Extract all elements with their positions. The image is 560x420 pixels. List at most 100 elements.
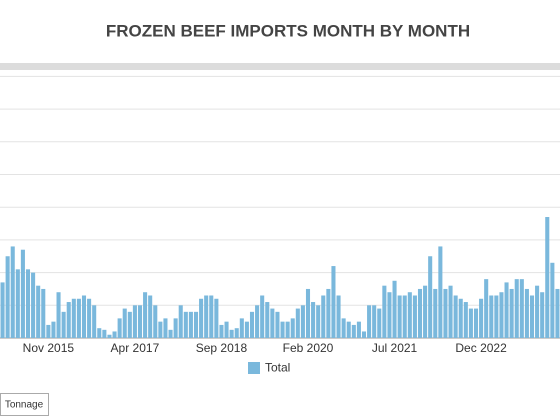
bar <box>443 288 448 338</box>
bar <box>163 318 168 338</box>
bar <box>71 298 76 338</box>
bar <box>402 295 407 338</box>
bar <box>5 256 10 338</box>
bar <box>555 288 560 338</box>
bar <box>540 292 545 338</box>
bar <box>285 321 290 338</box>
bar <box>458 298 463 338</box>
bar <box>433 288 438 338</box>
bar <box>494 295 499 338</box>
bar <box>346 321 351 338</box>
bar <box>280 321 285 338</box>
bar <box>143 292 148 338</box>
button-box[interactable] <box>0 393 49 416</box>
bar <box>387 292 392 338</box>
bar <box>423 285 428 338</box>
bar <box>529 295 535 338</box>
bar <box>56 292 61 338</box>
bar <box>158 321 163 338</box>
bar <box>316 305 321 338</box>
bar <box>224 321 229 338</box>
bar <box>545 217 550 338</box>
bar <box>377 308 382 338</box>
bar <box>112 331 117 338</box>
bar <box>489 295 494 338</box>
bar <box>331 266 336 338</box>
legend-swatch[interactable] <box>248 362 260 374</box>
bar <box>519 279 524 338</box>
x-tick-label: Jul 2021 <box>372 341 418 355</box>
bar <box>428 256 433 338</box>
x-tick-label: Apr 2017 <box>111 341 160 355</box>
bar <box>295 308 300 338</box>
bar <box>260 295 265 338</box>
bar <box>509 288 514 338</box>
bar <box>341 318 346 338</box>
bar <box>204 295 209 338</box>
bar <box>234 328 239 338</box>
legend-label[interactable]: Total <box>265 361 290 375</box>
bar <box>270 308 275 338</box>
bar <box>453 295 458 338</box>
bar <box>255 305 260 338</box>
bar <box>514 279 519 338</box>
bar <box>137 305 143 338</box>
bar <box>183 311 188 338</box>
bar <box>132 305 137 338</box>
bar <box>25 269 31 338</box>
bar <box>102 329 107 338</box>
bar <box>290 318 295 338</box>
bar <box>209 295 214 338</box>
bar <box>173 318 178 338</box>
bar <box>219 324 224 338</box>
bar <box>61 311 66 338</box>
bar <box>81 295 87 338</box>
bar <box>15 269 20 338</box>
bar <box>473 308 479 338</box>
bar <box>66 302 71 338</box>
bar <box>392 280 397 338</box>
bar <box>229 329 234 338</box>
bar <box>214 298 219 338</box>
bar <box>397 295 402 338</box>
bar <box>336 295 341 338</box>
x-tick-label: Sep 2018 <box>196 341 248 355</box>
bar <box>499 292 504 338</box>
bar <box>550 262 555 338</box>
tonnage-button[interactable]: Tonnage <box>0 393 49 416</box>
bar <box>361 331 367 338</box>
bar <box>41 288 46 338</box>
bar <box>51 321 56 338</box>
bar <box>265 302 270 338</box>
bar <box>107 334 112 338</box>
bar <box>178 305 183 338</box>
button-label[interactable]: Tonnage <box>5 400 44 411</box>
bar <box>10 246 15 338</box>
x-tick-label: Nov 2015 <box>23 341 75 355</box>
bar <box>407 292 412 338</box>
bar <box>412 295 417 338</box>
bar <box>438 246 443 338</box>
bar <box>239 318 244 338</box>
bar <box>153 305 158 338</box>
bar <box>188 311 193 338</box>
bar <box>20 249 25 338</box>
bar <box>524 288 529 338</box>
header-bar <box>0 63 560 70</box>
bar <box>367 305 372 338</box>
bar <box>249 311 255 338</box>
bar <box>0 282 5 338</box>
bar <box>300 305 305 338</box>
bar <box>275 311 280 338</box>
bar <box>199 298 204 338</box>
bar <box>484 279 489 338</box>
x-tick-label: Dec 2022 <box>455 341 507 355</box>
bar <box>468 308 473 338</box>
bar <box>97 328 102 338</box>
bar <box>117 318 122 338</box>
bar <box>92 305 97 338</box>
bar <box>321 295 326 338</box>
bar <box>36 285 41 338</box>
